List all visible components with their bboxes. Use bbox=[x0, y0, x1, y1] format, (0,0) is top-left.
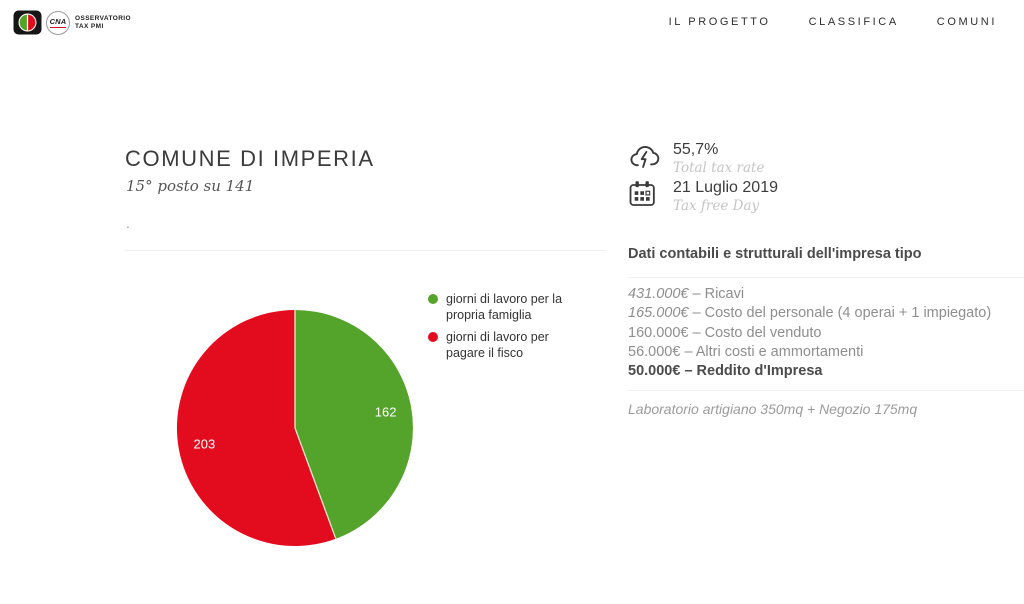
pie-value-label: 203 bbox=[194, 437, 216, 452]
pie-slice[interactable] bbox=[295, 310, 413, 539]
pie-chart: 162 203 bbox=[120, 280, 480, 580]
stat-total-tax-rate: 55,7% Total tax rate bbox=[628, 140, 778, 177]
cna-logo-text: CNA bbox=[49, 17, 67, 28]
chart-legend: giorni di lavoro per la propria famiglia… bbox=[428, 291, 578, 367]
osservatorio-line1: OSSERVATORIO bbox=[75, 14, 131, 22]
ranking-subtitle: 15° posto su 141 bbox=[126, 177, 255, 195]
page-title: COMUNE DI IMPERIA bbox=[125, 146, 375, 171]
dati-rows: 431.000€ – Ricavi 165.000€ – Costo del p… bbox=[628, 285, 991, 381]
legend-label: giorni di lavoro per pagare il fisco bbox=[446, 330, 549, 360]
legend-swatch-icon bbox=[428, 294, 438, 304]
tax-free-day-value: 21 Luglio 2019 bbox=[673, 179, 778, 196]
dati-heading: Dati contabili e strutturali dell'impres… bbox=[628, 246, 922, 262]
dati-row-ricavi: 431.000€ – Ricavi bbox=[628, 286, 745, 302]
legend-swatch-icon bbox=[428, 332, 438, 342]
stats-block: 55,7% Total tax rate 21 Luglio 2019 Tax … bbox=[628, 140, 778, 216]
tax-free-day-logo-icon bbox=[13, 10, 42, 35]
total-tax-rate-value: 55,7% bbox=[673, 141, 719, 158]
legend-item: giorni di lavoro per la propria famiglia bbox=[428, 291, 578, 323]
legend-item: giorni di lavoro per pagare il fisco bbox=[428, 329, 578, 361]
dati-row-altri-costi: 56.000€ – Altri costi e ammortamenti bbox=[628, 343, 864, 360]
storm-cloud-icon bbox=[630, 146, 660, 170]
site-logo[interactable]: CNA OSSERVATORIO TAX PMI bbox=[13, 10, 131, 35]
nav-il-progetto[interactable]: IL PROGETTO bbox=[668, 16, 771, 28]
nav-comuni[interactable]: COMUNI bbox=[936, 16, 997, 28]
cna-logo: CNA bbox=[46, 10, 70, 35]
nav-classifica[interactable]: CLASSIFICA bbox=[808, 16, 899, 28]
legend-label: giorni di lavoro per la propria famiglia bbox=[446, 292, 563, 322]
right-divider-top bbox=[628, 277, 1024, 278]
left-divider bbox=[125, 250, 606, 251]
pie-value-label: 162 bbox=[375, 404, 397, 419]
right-divider-bottom bbox=[628, 390, 1024, 391]
osservatorio-line2: TAX PMI bbox=[75, 22, 104, 30]
dati-row-personale: 165.000€ – Costo del personale (4 operai… bbox=[628, 305, 992, 322]
stat-tax-free-day: 21 Luglio 2019 Tax free Day bbox=[628, 178, 778, 215]
main-nav: IL PROGETTO CLASSIFICA COMUNI bbox=[669, 16, 997, 28]
dati-row-reddito: 50.000€ – Reddito d'Impresa bbox=[628, 363, 823, 380]
slice-border bbox=[294, 427, 337, 539]
tax-free-day-label: Tax free Day bbox=[673, 198, 760, 214]
osservatorio-wordmark: OSSERVATORIO TAX PMI bbox=[75, 15, 131, 31]
laboratorio-note: Laboratorio artigiano 350mq + Negozio 17… bbox=[628, 401, 918, 417]
calendar-icon bbox=[629, 181, 655, 206]
pie-slice[interactable] bbox=[176, 310, 336, 546]
stray-dot: . bbox=[126, 215, 130, 231]
dati-row-venduto: 160.000€ – Costo del venduto bbox=[628, 324, 822, 341]
total-tax-rate-label: Total tax rate bbox=[673, 160, 765, 176]
header: CNA OSSERVATORIO TAX PMI IL PROGETTO CLA… bbox=[0, 0, 1024, 46]
